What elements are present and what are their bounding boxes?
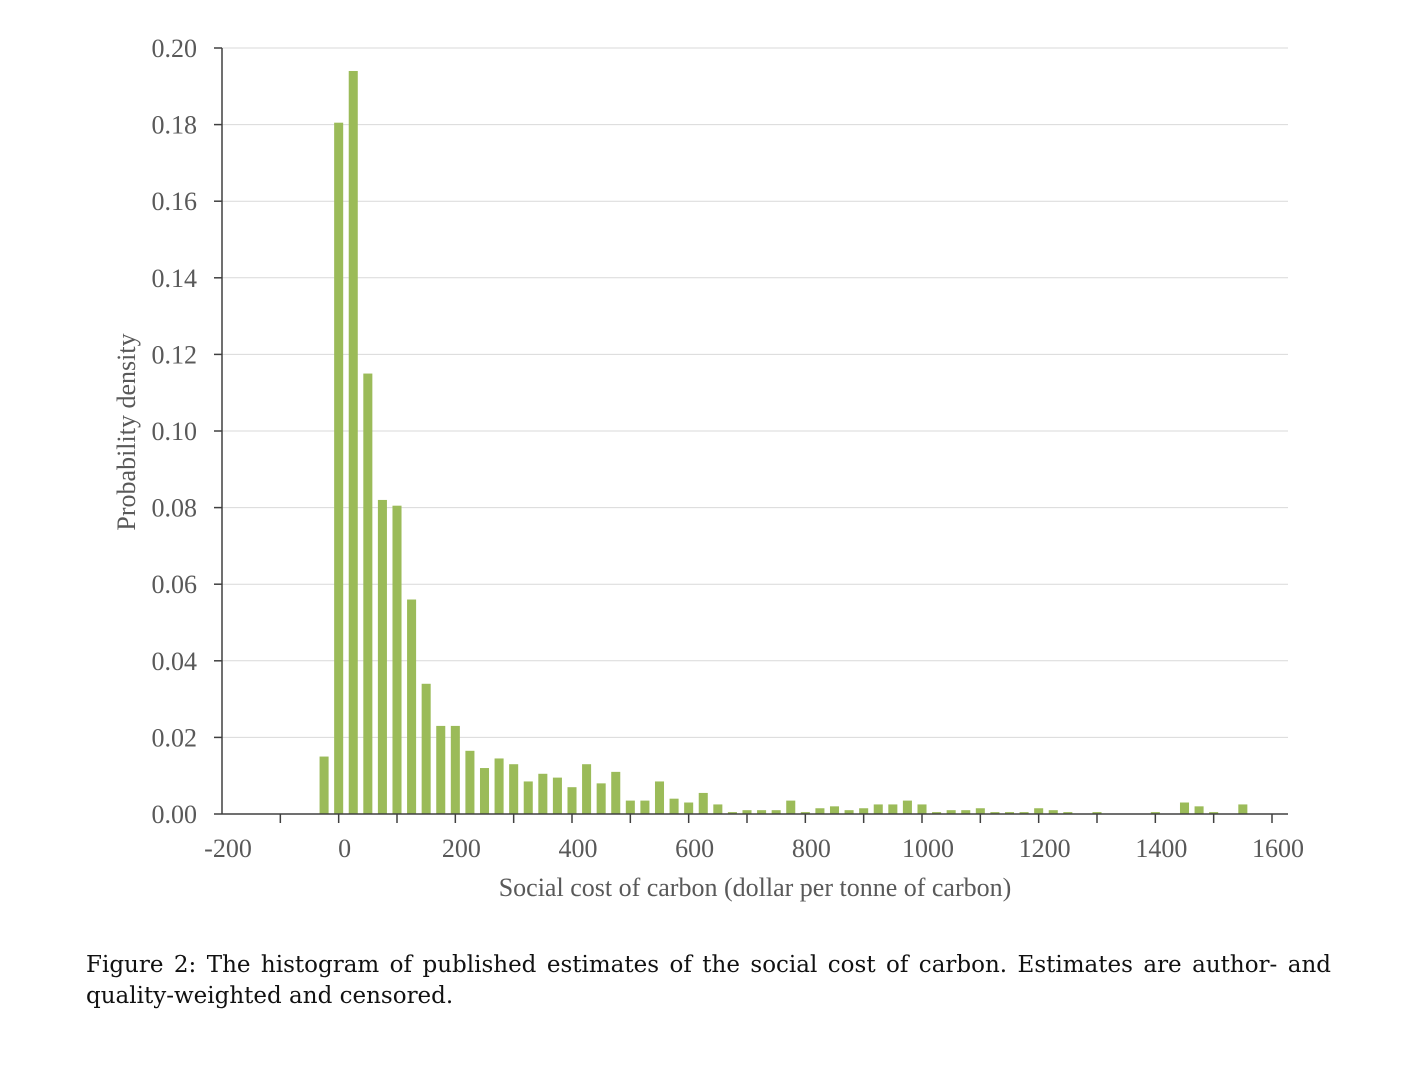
bar: [713, 804, 723, 814]
bar: [465, 750, 475, 814]
bar: [859, 808, 869, 814]
axes: [214, 47, 1288, 823]
x-tick-label: 1000: [902, 834, 954, 863]
y-tick-label: 0.00: [152, 800, 198, 829]
bar: [829, 806, 840, 814]
bar: [523, 781, 533, 814]
x-tick-label: -200: [204, 834, 252, 863]
bar: [450, 725, 460, 814]
x-axis-title: Social cost of carbon (dollar per tonne …: [499, 873, 1012, 902]
bar: [1063, 812, 1073, 814]
y-tick-label: 0.18: [152, 111, 198, 140]
bar: [538, 773, 548, 814]
x-tick-label: 200: [442, 834, 481, 863]
bar: [1150, 812, 1160, 814]
bar: [1179, 802, 1190, 814]
bar: [479, 768, 490, 814]
bars: [319, 70, 1248, 815]
bar: [975, 808, 985, 814]
bar: [815, 808, 825, 814]
bar: [640, 800, 650, 814]
bar: [932, 812, 942, 814]
bar: [654, 781, 665, 814]
x-tick-labels: -200 0 200 400 600 800 1000 1200 1400 1600: [204, 834, 1304, 863]
y-tick-label: 0.06: [152, 570, 198, 599]
bar: [1209, 812, 1219, 814]
x-tick-label: 0: [338, 834, 351, 863]
y-tick-label: 0.04: [152, 647, 198, 676]
x-tick-label: 1600: [1252, 834, 1304, 863]
bar: [1092, 812, 1102, 814]
x-tick-label: 400: [559, 834, 598, 863]
bar: [757, 810, 767, 814]
y-tick-label: 0.20: [152, 34, 198, 63]
bar: [436, 725, 446, 814]
bar: [494, 758, 504, 814]
bar: [990, 812, 1000, 814]
bar: [334, 122, 344, 814]
bar: [509, 764, 519, 814]
bar: [873, 804, 883, 814]
bar: [727, 812, 737, 814]
bar: [319, 756, 329, 814]
y-axis-title: Probability density: [112, 333, 141, 530]
x-tick-label: 1200: [1019, 834, 1071, 863]
bar: [1048, 810, 1058, 814]
bar: [669, 798, 679, 814]
bar: [625, 800, 635, 814]
bar: [552, 777, 562, 814]
bar: [917, 804, 927, 814]
bar: [348, 70, 358, 815]
bar: [844, 810, 854, 814]
y-tick-label: 0.02: [152, 723, 198, 752]
bar: [684, 802, 694, 814]
bar: [902, 800, 912, 814]
x-tick-label: 1400: [1135, 834, 1187, 863]
bar: [1034, 808, 1044, 814]
histogram-chart: 0.00 0.02 0.04 0.06 0.08 0.10 0.12 0.14 0.16 0.18…: [112, 34, 1304, 902]
figure-caption: Figure 2: The histogram of published est…: [86, 952, 1331, 1009]
bar: [392, 505, 402, 814]
bar: [421, 683, 431, 814]
bar: [363, 373, 373, 814]
bar: [961, 810, 971, 814]
y-tick-label: 0.08: [152, 494, 198, 523]
bar: [800, 812, 810, 814]
x-tick-label: 600: [675, 834, 714, 863]
bar: [377, 499, 387, 814]
bar: [582, 764, 592, 814]
bar: [742, 810, 752, 814]
bar: [698, 792, 708, 814]
bar: [596, 783, 606, 814]
y-tick-label: 0.12: [152, 340, 198, 369]
bar: [1019, 812, 1029, 814]
bar: [786, 800, 796, 814]
bar: [771, 810, 781, 814]
bar: [1238, 804, 1248, 814]
bar: [888, 804, 898, 814]
y-tick-label: 0.10: [152, 417, 198, 446]
bar: [611, 771, 621, 814]
bar: [567, 787, 577, 814]
y-tick-label: 0.14: [152, 264, 198, 293]
y-tick-labels: 0.00 0.02 0.04 0.06 0.08 0.10 0.12 0.14 0.16 0.18…: [152, 34, 198, 829]
bar: [1004, 812, 1015, 814]
y-tick-label: 0.16: [152, 187, 198, 216]
bar: [1194, 806, 1204, 814]
bar: [407, 599, 417, 814]
x-tick-label: 800: [792, 834, 831, 863]
bar: [946, 810, 956, 814]
